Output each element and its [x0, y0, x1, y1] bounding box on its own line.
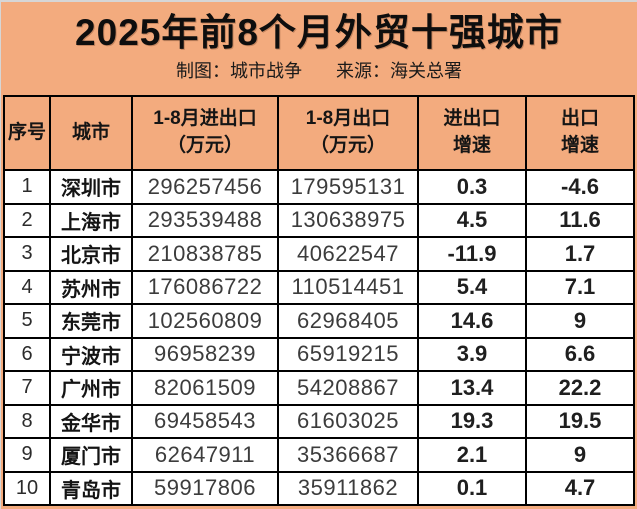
import-export-cell: 296257456 [131, 169, 279, 205]
import-export-cell: 82061509 [131, 370, 279, 406]
table-row: 9 厦门市 62647911 35366687 2.1 9 [3, 437, 635, 473]
import-export-growth-cell: 3.9 [417, 336, 527, 372]
rank-cell: 2 [3, 202, 51, 238]
rank-cell: 8 [3, 403, 51, 439]
rank-cell: 4 [3, 269, 51, 305]
export-growth-cell: 4.7 [525, 470, 635, 506]
export-cell: 35366687 [277, 437, 419, 473]
table-row: 6 宁波市 96958239 65919215 3.9 6.6 [3, 336, 635, 372]
import-export-growth-cell: 4.5 [417, 202, 527, 238]
city-cell: 北京市 [49, 236, 133, 272]
import-export-cell: 62647911 [131, 437, 279, 473]
export-growth-cell: 9 [525, 437, 635, 473]
header-cell-rank: 序号 [3, 95, 51, 171]
import-export-growth-cell: 5.4 [417, 269, 527, 305]
city-cell: 厦门市 [49, 437, 133, 473]
export-cell: 54208867 [277, 370, 419, 406]
header-cell-export: 1-8月出口 （万元） [277, 95, 419, 171]
export-growth-cell: 6.6 [525, 336, 635, 372]
subtitle: 制图：城市战争 来源：海关总署 [1, 59, 637, 83]
import-export-growth-cell: 14.6 [417, 303, 527, 339]
table-row: 7 广州市 82061509 54208867 13.4 22.2 [3, 370, 635, 406]
export-growth-cell: 22.2 [525, 370, 635, 406]
import-export-growth-cell: 13.4 [417, 370, 527, 406]
import-export-growth-cell: -11.9 [417, 236, 527, 272]
export-growth-cell: 11.6 [525, 202, 635, 238]
export-cell: 130638975 [277, 202, 419, 238]
export-growth-cell: 1.7 [525, 236, 635, 272]
export-growth-cell: -4.6 [525, 169, 635, 205]
rank-cell: 10 [3, 470, 51, 506]
table-row: 5 东莞市 102560809 62968405 14.6 9 [3, 303, 635, 339]
export-cell: 65919215 [277, 336, 419, 372]
rank-cell: 6 [3, 336, 51, 372]
rank-cell: 7 [3, 370, 51, 406]
city-cell: 苏州市 [49, 269, 133, 305]
credit-text: 制图：城市战争 [176, 61, 302, 81]
rank-cell: 9 [3, 437, 51, 473]
import-export-cell: 96958239 [131, 336, 279, 372]
export-growth-cell: 7.1 [525, 269, 635, 305]
header-cell-city: 城市 [49, 95, 133, 171]
city-cell: 宁波市 [49, 336, 133, 372]
import-export-growth-cell: 0.1 [417, 470, 527, 506]
city-cell: 上海市 [49, 202, 133, 238]
city-cell: 广州市 [49, 370, 133, 406]
table-header-row: 序号 城市 1-8月进出口 （万元） 1-8月出口 （万元） 进出口 增速 出口… [3, 95, 635, 171]
export-cell: 61603025 [277, 403, 419, 439]
export-growth-cell: 9 [525, 303, 635, 339]
header-cell-import-export-growth: 进出口 增速 [417, 95, 527, 171]
rank-cell: 1 [3, 169, 51, 205]
import-export-growth-cell: 2.1 [417, 437, 527, 473]
table-row: 2 上海市 293539488 130638975 4.5 11.6 [3, 202, 635, 238]
import-export-cell: 293539488 [131, 202, 279, 238]
rank-cell: 3 [3, 236, 51, 272]
export-cell: 179595131 [277, 169, 419, 205]
export-cell: 110514451 [277, 269, 419, 305]
table-row: 8 金华市 69458543 61603025 19.3 19.5 [3, 403, 635, 439]
city-cell: 东莞市 [49, 303, 133, 339]
table-row: 3 北京市 210838785 40622547 -11.9 1.7 [3, 236, 635, 272]
import-export-cell: 102560809 [131, 303, 279, 339]
header-cell-import-export: 1-8月进出口 （万元） [131, 95, 279, 171]
city-cell: 青岛市 [49, 470, 133, 506]
import-export-cell: 59917806 [131, 470, 279, 506]
export-cell: 35911862 [277, 470, 419, 506]
table-row: 4 苏州市 176086722 110514451 5.4 7.1 [3, 269, 635, 305]
export-growth-cell: 19.5 [525, 403, 635, 439]
page-title: 2025年前8个月外贸十强城市 [75, 12, 563, 53]
header-cell-export-growth: 出口 增速 [525, 95, 635, 171]
source-text: 来源：海关总署 [336, 61, 462, 81]
import-export-cell: 69458543 [131, 403, 279, 439]
rank-cell: 5 [3, 303, 51, 339]
export-cell: 40622547 [277, 236, 419, 272]
import-export-cell: 176086722 [131, 269, 279, 305]
city-cell: 金华市 [49, 403, 133, 439]
import-export-growth-cell: 19.3 [417, 403, 527, 439]
import-export-growth-cell: 0.3 [417, 169, 527, 205]
trade-data-table: 序号 城市 1-8月进出口 （万元） 1-8月出口 （万元） 进出口 增速 出口… [3, 95, 635, 506]
table-row: 10 青岛市 59917806 35911862 0.1 4.7 [3, 470, 635, 506]
masthead: 2025年前8个月外贸十强城市 制图：城市战争 来源：海关总署 [1, 2, 637, 83]
table-row: 1 深圳市 296257456 179595131 0.3 -4.6 [3, 169, 635, 205]
export-cell: 62968405 [277, 303, 419, 339]
city-cell: 深圳市 [49, 169, 133, 205]
import-export-cell: 210838785 [131, 236, 279, 272]
